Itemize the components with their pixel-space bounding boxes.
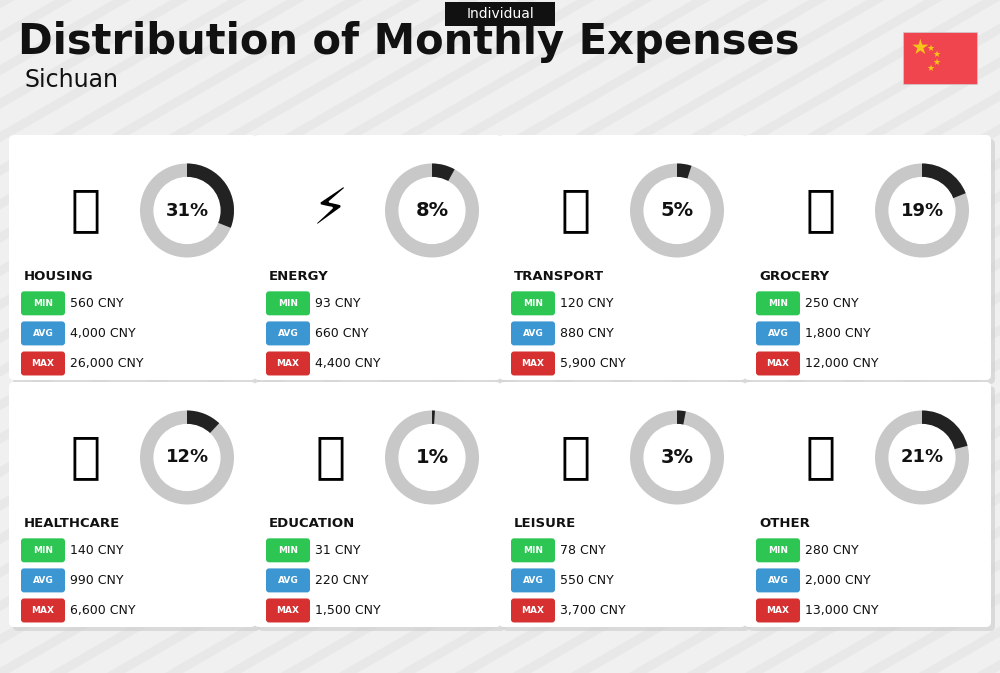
FancyBboxPatch shape xyxy=(511,351,555,376)
FancyBboxPatch shape xyxy=(503,386,750,631)
Text: 8%: 8% xyxy=(415,201,449,220)
FancyBboxPatch shape xyxy=(258,139,505,384)
Text: 31 CNY: 31 CNY xyxy=(315,544,360,557)
Text: AVG: AVG xyxy=(523,329,543,338)
Polygon shape xyxy=(0,0,827,673)
Polygon shape xyxy=(0,0,537,673)
FancyBboxPatch shape xyxy=(756,291,800,316)
FancyBboxPatch shape xyxy=(756,538,800,563)
Text: GROCERY: GROCERY xyxy=(759,270,829,283)
Text: AVG: AVG xyxy=(523,576,543,585)
FancyBboxPatch shape xyxy=(266,322,310,345)
Text: 1,500 CNY: 1,500 CNY xyxy=(315,604,381,617)
Polygon shape xyxy=(0,0,305,673)
Polygon shape xyxy=(0,0,711,673)
Polygon shape xyxy=(0,0,189,673)
FancyBboxPatch shape xyxy=(21,322,65,345)
FancyBboxPatch shape xyxy=(21,291,65,316)
Text: 🎓: 🎓 xyxy=(315,433,345,481)
FancyBboxPatch shape xyxy=(744,382,991,627)
Polygon shape xyxy=(223,0,1000,673)
Text: ★: ★ xyxy=(926,44,934,52)
Polygon shape xyxy=(0,0,421,673)
FancyBboxPatch shape xyxy=(756,351,800,376)
Circle shape xyxy=(644,425,710,491)
Text: TRANSPORT: TRANSPORT xyxy=(514,270,604,283)
FancyBboxPatch shape xyxy=(13,386,260,631)
Text: MIN: MIN xyxy=(768,546,788,555)
FancyBboxPatch shape xyxy=(21,538,65,563)
Text: 13,000 CNY: 13,000 CNY xyxy=(805,604,879,617)
FancyBboxPatch shape xyxy=(744,135,991,380)
FancyBboxPatch shape xyxy=(21,351,65,376)
Text: 3%: 3% xyxy=(661,448,694,467)
Text: 1%: 1% xyxy=(415,448,449,467)
Wedge shape xyxy=(875,164,969,258)
Text: 💰: 💰 xyxy=(805,433,835,481)
FancyBboxPatch shape xyxy=(258,386,505,631)
Wedge shape xyxy=(677,411,686,425)
Wedge shape xyxy=(385,164,479,258)
Circle shape xyxy=(399,425,465,491)
Polygon shape xyxy=(0,0,247,673)
FancyBboxPatch shape xyxy=(266,569,310,592)
Text: Distribution of Monthly Expenses: Distribution of Monthly Expenses xyxy=(18,21,800,63)
Text: ★: ★ xyxy=(911,38,929,58)
Bar xyxy=(903,32,977,84)
Text: OTHER: OTHER xyxy=(759,517,810,530)
Polygon shape xyxy=(0,0,73,673)
FancyBboxPatch shape xyxy=(9,135,256,380)
Polygon shape xyxy=(455,0,1000,673)
Text: AVG: AVG xyxy=(278,329,298,338)
Text: 19%: 19% xyxy=(900,201,944,219)
Text: MAX: MAX xyxy=(276,359,300,368)
Circle shape xyxy=(889,425,955,491)
FancyBboxPatch shape xyxy=(756,322,800,345)
Circle shape xyxy=(644,178,710,244)
Polygon shape xyxy=(0,0,653,673)
FancyBboxPatch shape xyxy=(266,351,310,376)
Text: 5%: 5% xyxy=(660,201,694,220)
Text: AVG: AVG xyxy=(768,576,788,585)
Text: 31%: 31% xyxy=(165,201,209,219)
FancyBboxPatch shape xyxy=(511,538,555,563)
Circle shape xyxy=(154,425,220,491)
FancyBboxPatch shape xyxy=(499,382,746,627)
Polygon shape xyxy=(977,0,1000,673)
Wedge shape xyxy=(140,411,234,505)
FancyBboxPatch shape xyxy=(254,135,501,380)
Text: ★: ★ xyxy=(932,57,940,67)
Text: 990 CNY: 990 CNY xyxy=(70,574,124,587)
Wedge shape xyxy=(630,164,724,258)
Circle shape xyxy=(154,178,220,244)
Text: ★: ★ xyxy=(932,50,940,59)
Text: MAX: MAX xyxy=(522,359,544,368)
Text: 12%: 12% xyxy=(165,448,209,466)
Text: AVG: AVG xyxy=(278,576,298,585)
Text: MIN: MIN xyxy=(33,546,53,555)
Text: 🛍: 🛍 xyxy=(560,433,590,481)
Polygon shape xyxy=(571,0,1000,673)
FancyBboxPatch shape xyxy=(756,598,800,623)
Circle shape xyxy=(399,178,465,244)
Polygon shape xyxy=(513,0,1000,673)
FancyBboxPatch shape xyxy=(254,382,501,627)
Text: HOUSING: HOUSING xyxy=(24,270,94,283)
Text: AVG: AVG xyxy=(33,329,53,338)
FancyBboxPatch shape xyxy=(266,598,310,623)
Text: 🏥: 🏥 xyxy=(70,433,100,481)
Text: MAX: MAX xyxy=(767,606,790,615)
Text: 26,000 CNY: 26,000 CNY xyxy=(70,357,144,370)
Polygon shape xyxy=(0,0,15,673)
Text: 3,700 CNY: 3,700 CNY xyxy=(560,604,626,617)
Polygon shape xyxy=(165,0,1000,673)
Text: MIN: MIN xyxy=(33,299,53,308)
Text: EDUCATION: EDUCATION xyxy=(269,517,355,530)
Wedge shape xyxy=(432,411,435,425)
Polygon shape xyxy=(0,0,479,673)
Text: MAX: MAX xyxy=(276,606,300,615)
Text: 140 CNY: 140 CNY xyxy=(70,544,124,557)
Polygon shape xyxy=(0,0,769,673)
